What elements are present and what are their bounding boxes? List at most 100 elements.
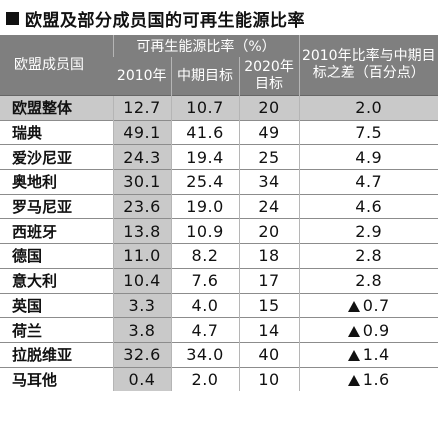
cell-diff: 0.7: [298, 292, 438, 318]
cell-diff: 7.5: [298, 119, 438, 145]
cell-diff-value: 4.9: [355, 147, 383, 167]
cell-2020-target-value: 24: [258, 197, 280, 217]
cell-mid-target: 10.9: [170, 218, 239, 244]
row-label: 罗马尼亚: [0, 193, 113, 219]
cell-2020-target: 17: [238, 267, 300, 293]
cell-2020-target: 15: [238, 292, 300, 318]
cell-diff-value: 0.7: [362, 295, 390, 315]
row-label: 荷兰: [0, 317, 113, 343]
cell-2010: 12.7: [112, 95, 171, 121]
cell-2010-value: 24.3: [123, 147, 161, 167]
cell-diff: 4.9: [298, 144, 438, 170]
cell-mid-target-value: 10.7: [186, 98, 224, 118]
cell-2010-value: 49.1: [123, 123, 161, 143]
header-2020-target: 2020年目标: [238, 57, 300, 96]
cell-diff: 0.9: [298, 317, 438, 343]
cell-mid-target: 19.4: [170, 144, 239, 170]
cell-2010: 0.4: [112, 366, 171, 392]
table-row: 英国 3.3 4.0 15 0.7: [0, 292, 438, 318]
triangle-negative-icon: [347, 325, 360, 337]
row-label: 拉脱维亚: [0, 341, 113, 368]
cell-diff: 4.6: [298, 193, 438, 219]
cell-2020-target: 14: [238, 317, 300, 343]
row-label-value: 马耳他: [12, 370, 58, 389]
row-label-value: 罗马尼亚: [12, 198, 73, 217]
cell-mid-target-value: 25.4: [186, 172, 224, 192]
cell-2020-target-value: 15: [258, 295, 280, 315]
cell-mid-target: 10.7: [170, 95, 239, 121]
table-body: 欧盟整体 12.7 10.7 20 2.0 瑞典 49.1 41.6 49 7.5 爱沙尼亚 24.3…: [0, 95, 438, 392]
cell-diff: 1.6: [298, 366, 438, 392]
renewable-ratio-table: 欧盟成员国 可再生能源比率（%） 2010年比率与中期目标之差（百分点） 201…: [0, 35, 438, 392]
cell-2010: 3.8: [112, 317, 171, 343]
cell-2010: 49.1: [112, 119, 171, 145]
cell-2020-target-value: 25: [258, 147, 280, 167]
triangle-negative-icon: [347, 350, 360, 362]
cell-2020-target: 49: [238, 119, 300, 145]
table-row: 爱沙尼亚 24.3 19.4 25 4.9: [0, 144, 438, 170]
cell-diff: 2.8: [298, 243, 438, 269]
cell-2020-target: 24: [238, 193, 300, 219]
cell-2020-target-value: 20: [258, 221, 280, 241]
cell-diff: 2.0: [298, 95, 438, 121]
cell-2010-value: 13.8: [123, 221, 161, 241]
cell-diff: 4.7: [298, 169, 438, 195]
cell-2020-target-value: 34: [258, 172, 280, 192]
row-label-value: 德国: [12, 247, 43, 266]
header-diff: 2010年比率与中期目标之差（百分点）: [298, 35, 438, 96]
cell-diff: 2.9: [298, 218, 438, 244]
cell-mid-target-value: 8.2: [191, 246, 219, 266]
row-label: 英国: [0, 292, 113, 318]
cell-mid-target: 19.0: [170, 193, 239, 219]
cell-2020-target-value: 17: [258, 271, 280, 291]
cell-2020-target-value: 49: [258, 123, 280, 143]
header-group: 可再生能源比率（%）: [112, 35, 300, 57]
square-bullet-icon: [6, 11, 19, 25]
cell-mid-target-value: 2.0: [191, 369, 219, 389]
table-row: 拉脱维亚 32.6 34.0 40 1.4: [0, 341, 438, 368]
cell-2020-target: 34: [238, 169, 300, 195]
cell-2010-value: 11.0: [123, 246, 161, 266]
cell-2020-target-value: 20: [258, 98, 280, 118]
row-label-value: 英国: [12, 296, 43, 315]
cell-mid-target-value: 10.9: [186, 221, 224, 241]
cell-2010-value: 32.6: [123, 345, 161, 365]
cell-diff-value: 0.9: [362, 320, 390, 340]
chart-title: 欧盟及部分成员国的可再生能源比率: [6, 4, 305, 32]
header-member: 欧盟成员国: [0, 35, 113, 96]
cell-2010: 13.8: [112, 218, 171, 244]
table-row: 瑞典 49.1 41.6 49 7.5: [0, 119, 438, 145]
cell-2020-target-value: 40: [258, 345, 280, 365]
cell-2010-value: 3.8: [128, 320, 156, 340]
table-row: 奥地利 30.1 25.4 34 4.7: [0, 169, 438, 195]
cell-diff-value: 7.5: [355, 123, 383, 143]
table-row: 马耳他 0.4 2.0 10 1.6: [0, 366, 438, 392]
cell-mid-target-value: 41.6: [186, 123, 224, 143]
table-row: 罗马尼亚 23.6 19.0 24 4.6: [0, 193, 438, 219]
cell-2020-target-value: 18: [258, 246, 280, 266]
cell-diff-value: 1.6: [362, 369, 390, 389]
row-label: 爱沙尼亚: [0, 144, 113, 170]
cell-mid-target: 34.0: [170, 341, 239, 368]
cell-2020-target: 20: [238, 95, 300, 121]
cell-2010: 10.4: [112, 267, 171, 293]
cell-2010-value: 10.4: [123, 271, 161, 291]
cell-2020-target: 20: [238, 218, 300, 244]
cell-mid-target-value: 19.0: [186, 197, 224, 217]
header-2010: 2010年: [113, 57, 171, 96]
row-label-value: 奥地利: [12, 173, 58, 192]
table-row: 德国 11.0 8.2 18 2.8: [0, 243, 438, 269]
cell-diff-value: 1.4: [362, 345, 390, 365]
cell-2010-value: 23.6: [123, 197, 161, 217]
cell-diff-value: 4.6: [355, 197, 383, 217]
cell-mid-target: 4.7: [170, 317, 239, 343]
row-label-value: 欧盟整体: [12, 99, 73, 118]
row-label: 德国: [0, 243, 113, 269]
row-label: 瑞典: [0, 119, 113, 145]
row-label-value: 西班牙: [12, 222, 58, 241]
table-row: 荷兰 3.8 4.7 14 0.9: [0, 317, 438, 343]
header-mid-target: 中期目标: [170, 57, 239, 96]
cell-diff: 2.8: [298, 267, 438, 293]
title-text: 欧盟及部分成员国的可再生能源比率: [25, 10, 305, 31]
cell-diff-value: 2.8: [355, 246, 383, 266]
